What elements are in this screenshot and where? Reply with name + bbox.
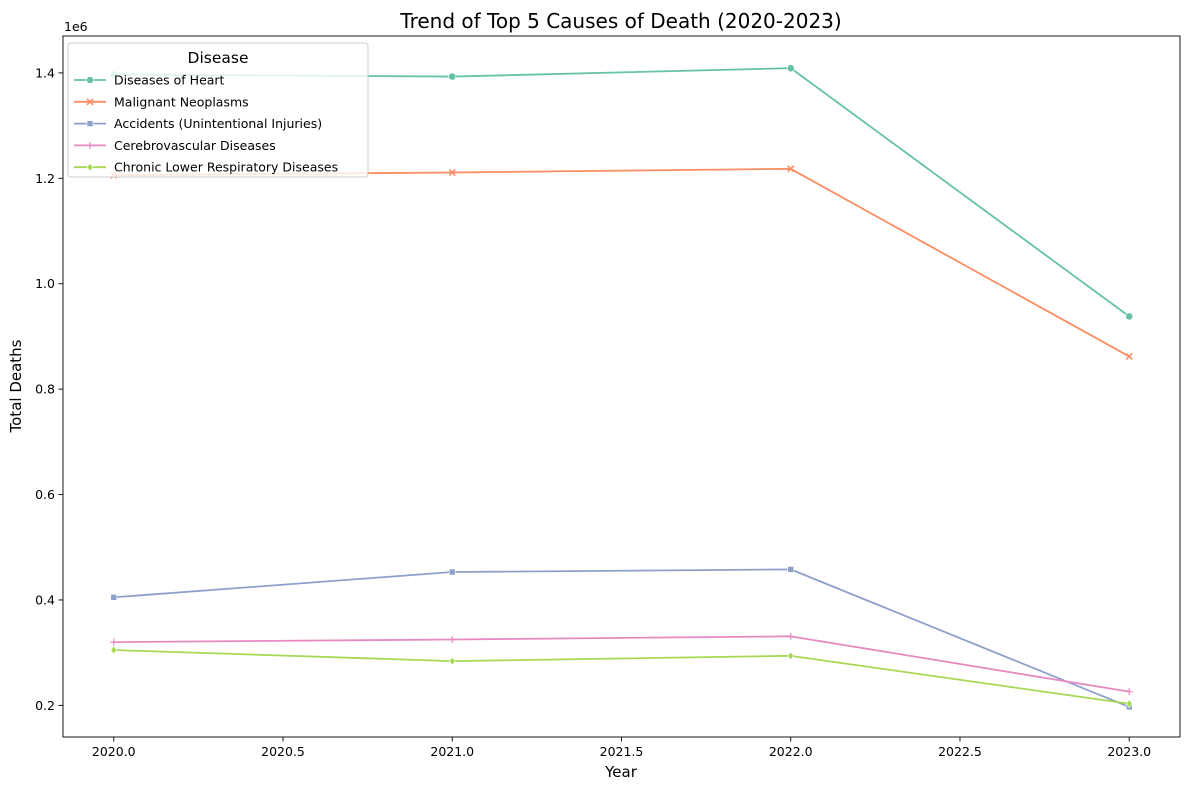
data-point <box>1125 699 1133 709</box>
x-tick-label: 2020.0 <box>92 744 136 759</box>
legend-box <box>67 42 369 178</box>
y-tick-label: 1.0 <box>35 276 55 291</box>
data-point <box>1125 352 1133 361</box>
x-tick-label: 2020.5 <box>261 744 305 759</box>
legend: Disease Diseases of Heart Malignant Neopla… <box>67 42 369 178</box>
y-tick-label: 1.2 <box>35 171 55 186</box>
data-point <box>1125 312 1134 321</box>
legend-entry-label: Cerebrovascular Diseases <box>114 138 276 153</box>
y-tick-label: 0.8 <box>35 382 55 397</box>
legend-swatch-marker <box>86 141 94 149</box>
legend-entry-label: Malignant Neoplasms <box>114 94 249 109</box>
legend-swatch-marker <box>86 120 94 127</box>
legend-entry-label: Accidents (Unintentional Injuries) <box>114 116 322 131</box>
data-point <box>110 594 118 601</box>
data-point <box>448 72 457 81</box>
legend-swatch-marker <box>86 162 94 172</box>
data-point <box>787 566 795 573</box>
x-tick-label: 2021.0 <box>430 744 474 759</box>
y-axis-title: Total Deaths <box>7 339 25 433</box>
y-tick-label: 0.6 <box>35 487 55 502</box>
legend-swatch-marker <box>86 76 94 84</box>
data-point <box>1125 688 1133 696</box>
y-tick-label: 1.4 <box>35 65 55 80</box>
x-tick-label: 2021.5 <box>600 744 644 759</box>
y-tick-label: 0.2 <box>35 698 55 713</box>
data-point <box>787 165 795 173</box>
x-tick-label: 2022.0 <box>769 744 813 759</box>
series-line <box>113 167 1130 358</box>
x-axis-title: Year <box>604 763 638 781</box>
chart-title: Trend of Top 5 Causes of Death (2020-202… <box>399 9 841 33</box>
x-tick-label: 2022.5 <box>938 744 982 759</box>
data-point <box>448 656 456 666</box>
x-tick-label: 2023.0 <box>1107 744 1151 759</box>
data-point <box>448 168 456 177</box>
data-point <box>110 638 118 646</box>
legend-swatch-marker <box>86 98 94 106</box>
series-line <box>113 635 1130 693</box>
data-point <box>786 64 795 73</box>
data-point <box>110 645 118 655</box>
legend-entry-label: Chronic Lower Respiratory Diseases <box>114 160 338 175</box>
data-point <box>448 568 456 576</box>
data-point <box>787 651 795 661</box>
legend-title: Disease <box>188 49 249 67</box>
series-line <box>113 649 1130 705</box>
legend-entry-label: Diseases of Heart <box>114 73 225 88</box>
y-tick-label: 0.4 <box>35 592 55 607</box>
y-axis-offset-label: 1e6 <box>64 19 88 34</box>
data-point <box>448 635 456 643</box>
series-line <box>113 568 1130 708</box>
data-point <box>787 632 795 640</box>
